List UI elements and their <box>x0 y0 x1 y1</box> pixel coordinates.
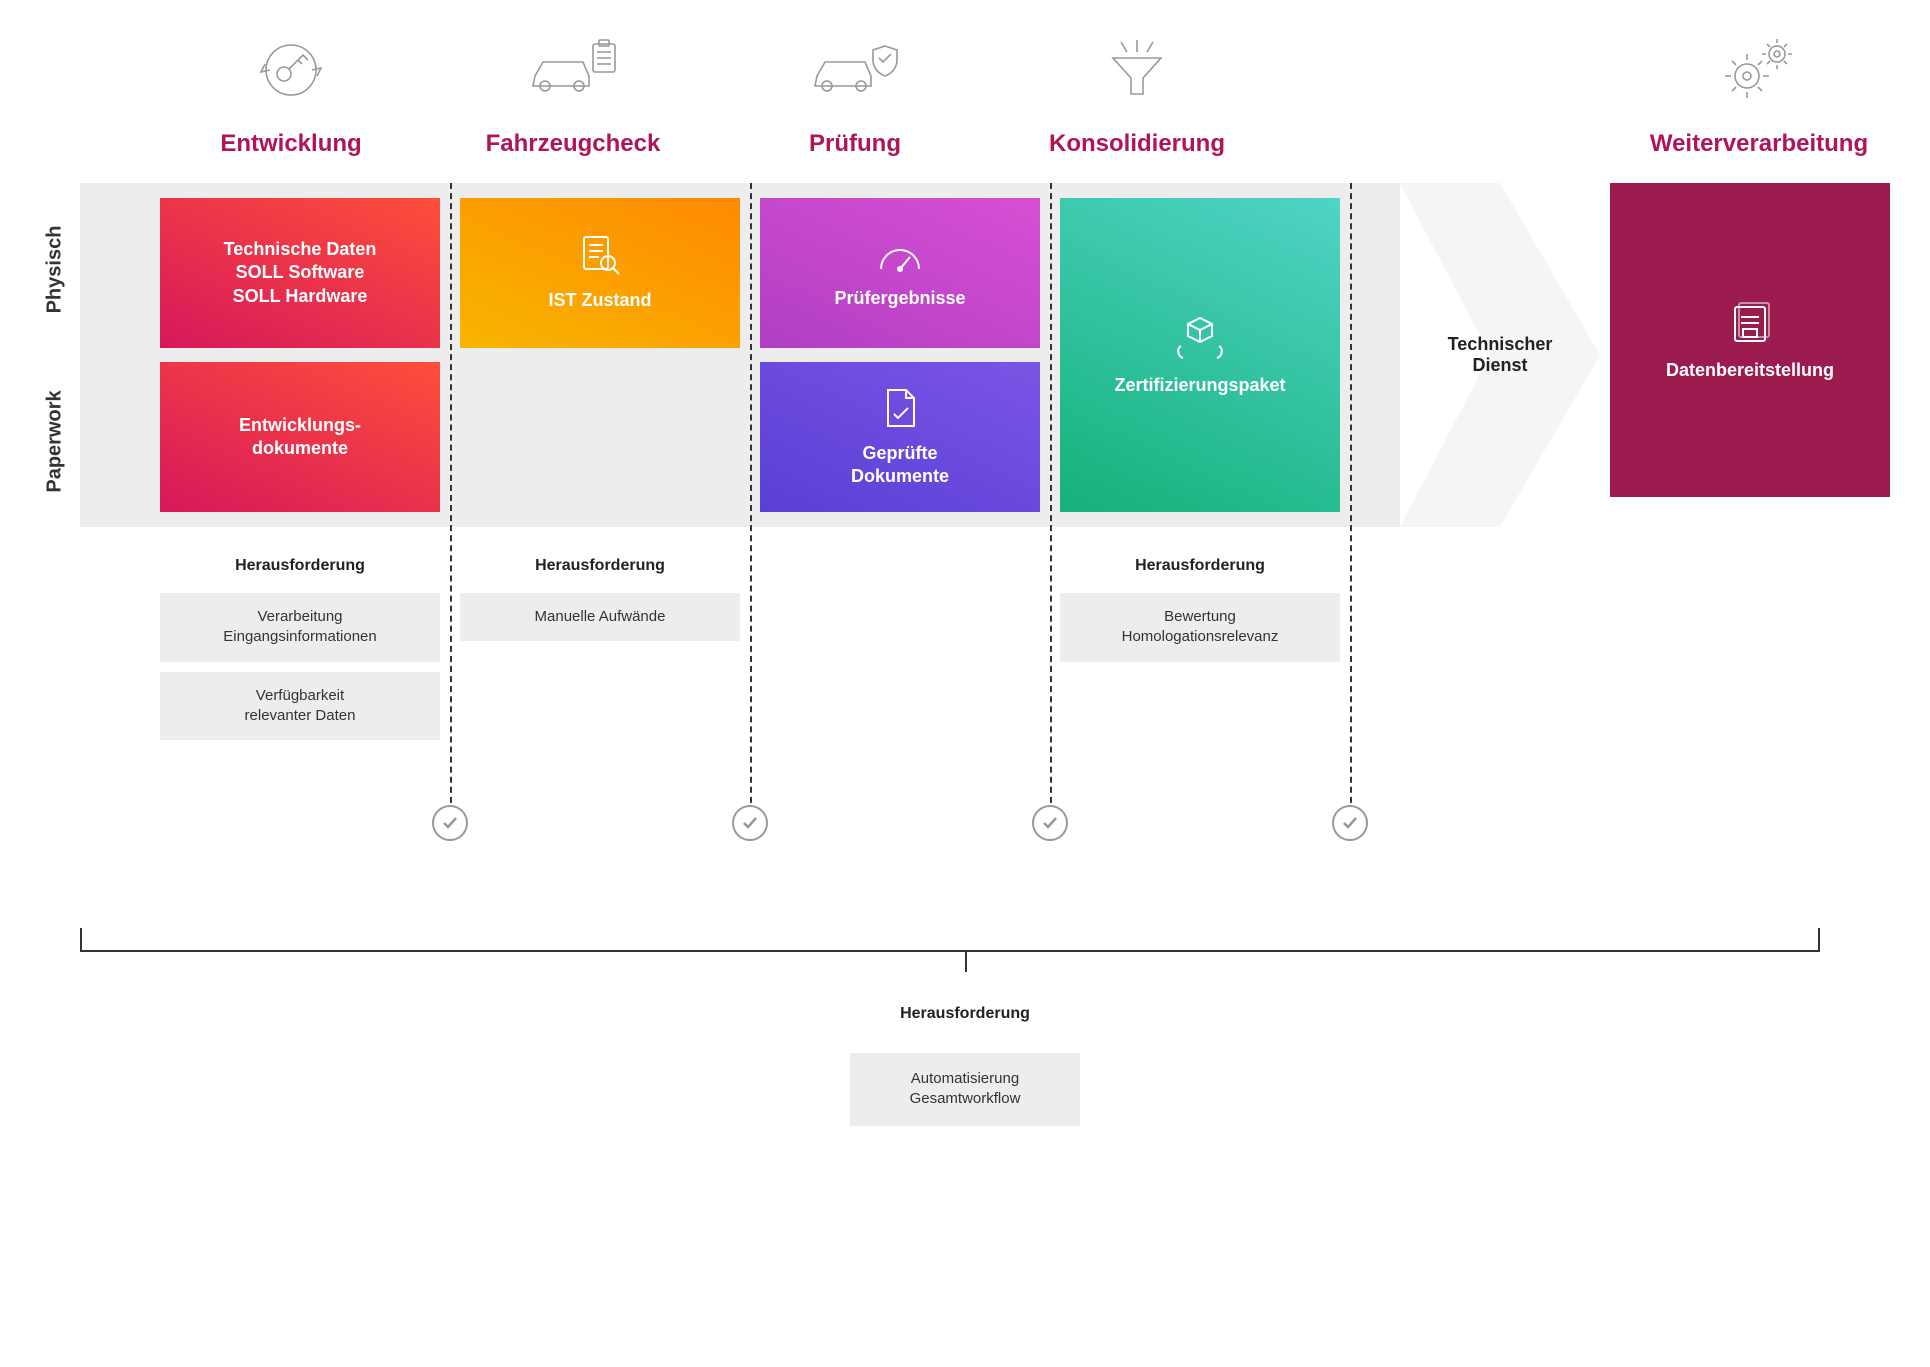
challenge-heading-fzc: Herausforderung <box>460 557 740 575</box>
tile-ent-physisch: Technische Daten SOLL Software SOLL Hard… <box>160 198 440 348</box>
tile-ent-paperwork: Entwicklungs- dokumente <box>160 362 440 512</box>
tile-prf-top-text: Prüfergebnisse <box>834 287 965 310</box>
check-circle-row <box>30 810 1900 860</box>
col-entwicklung: Technische Daten SOLL Software SOLL Hard… <box>150 198 450 512</box>
tile-prf-paperwork: Geprüfte Dokumente <box>760 362 1040 512</box>
package-hands-icon <box>1173 312 1227 362</box>
tile-ent-line2: SOLL Software <box>236 261 365 284</box>
dashed-divider <box>1050 183 1052 823</box>
check-circle <box>432 805 468 841</box>
check-circle <box>732 805 768 841</box>
challenge-col-prf-empty <box>750 527 1050 750</box>
tile-ent-line3: SOLL Hardware <box>233 285 368 308</box>
icon-konsolidierung <box>996 30 1278 110</box>
tile-prf-physisch: Prüfergebnisse <box>760 198 1040 348</box>
car-checklist-icon <box>523 34 623 106</box>
challenge-heading-ent: Herausforderung <box>160 557 440 575</box>
gauge-icon <box>875 235 925 275</box>
data-stack-icon <box>1725 297 1775 347</box>
col-weiterverarbeitung: Datenbereitstellung <box>1600 183 1900 527</box>
doc-check-icon <box>880 386 920 430</box>
check-circle <box>1332 805 1368 841</box>
tile-final-text: Datenbereitstellung <box>1666 359 1834 382</box>
dashed-divider <box>750 183 752 823</box>
gears-icon <box>1717 34 1801 106</box>
process-diagram: Entwicklung Fahrzeugcheck Prüfung Konsol… <box>30 30 1900 1126</box>
arrow-technischer-dienst: Technischer Dienst <box>1400 183 1600 527</box>
heading-entwicklung: Entwicklung <box>150 130 432 158</box>
heading-row: Entwicklung Fahrzeugcheck Prüfung Konsol… <box>30 130 1900 158</box>
overall-challenge-heading: Herausforderung <box>30 1005 1900 1023</box>
y-label-paperwork: Paperwork <box>30 355 80 527</box>
tile-final-datenbereitstellung: Datenbereitstellung <box>1610 183 1890 497</box>
challenge-fzc-1: Manuelle Aufwände <box>460 593 740 641</box>
heading-weiterverarbeitung: Weiterverarbeitung <box>1618 130 1900 158</box>
challenges-row: Herausforderung Verarbeitung Eingangsinf… <box>30 527 1900 750</box>
tile-kon-zertifizierungspaket: Zertifizierungspaket <box>1060 198 1340 512</box>
heading-pruefung: Prüfung <box>714 130 996 158</box>
y-label-paperwork-text: Paperwork <box>44 390 67 492</box>
col-konsolidierung: Zertifizierungspaket <box>1050 198 1350 512</box>
icon-fahrzeugcheck <box>432 30 714 110</box>
tile-ent-bot-text: Entwicklungs- dokumente <box>239 414 361 461</box>
overall-challenge-block: Herausforderung Automatisierung Gesamtwo… <box>30 1005 1900 1126</box>
check-circle <box>1032 805 1068 841</box>
tile-ent-line1: Technische Daten <box>224 238 377 261</box>
dashed-divider <box>450 183 452 823</box>
dashed-divider <box>1350 183 1352 823</box>
arrow-label: Technischer Dienst <box>1448 334 1553 376</box>
icon-entwicklung <box>150 30 432 110</box>
overall-challenge-text: Automatisierung Gesamtworkflow <box>850 1053 1081 1126</box>
tile-kon-text: Zertifizierungspaket <box>1114 374 1285 397</box>
tile-prf-bot-text: Geprüfte Dokumente <box>851 442 949 489</box>
tile-fzc-physisch: IST Zustand <box>460 198 740 348</box>
challenge-kon-1: Bewertung Homologationsrelevanz <box>1060 593 1340 662</box>
y-axis-labels: Physisch Paperwork <box>30 183 80 527</box>
challenge-heading-kon: Herausforderung <box>1060 557 1340 575</box>
y-label-physisch-text: Physisch <box>44 225 67 313</box>
key-cycle-icon <box>251 34 331 106</box>
challenge-col-kon: Herausforderung Bewertung Homologationsr… <box>1050 527 1350 750</box>
main-band-wrapper: Physisch Paperwork Technische Daten SOLL… <box>30 183 1900 527</box>
overall-bracket <box>30 950 1900 980</box>
icon-pruefung <box>714 30 996 110</box>
funnel-icon <box>1101 34 1173 106</box>
col-fahrzeugcheck: IST Zustand <box>450 198 750 512</box>
icon-row <box>30 30 1900 110</box>
checklist-search-icon <box>578 233 622 277</box>
swimlane-band: Technische Daten SOLL Software SOLL Hard… <box>80 183 1400 527</box>
challenge-ent-2: Verfügbarkeit relevanter Daten <box>160 672 440 741</box>
icon-weiterverarbeitung <box>1618 30 1900 110</box>
heading-fahrzeugcheck: Fahrzeugcheck <box>432 130 714 158</box>
challenge-col-fzc: Herausforderung Manuelle Aufwände <box>450 527 750 750</box>
heading-konsolidierung: Konsolidierung <box>996 130 1278 158</box>
challenge-col-ent: Herausforderung Verarbeitung Eingangsinf… <box>150 527 450 750</box>
tile-fzc-text: IST Zustand <box>549 289 652 312</box>
challenge-ent-1: Verarbeitung Eingangsinformationen <box>160 593 440 662</box>
col-pruefung: Prüfergebnisse Geprüfte Dokumente <box>750 198 1050 512</box>
car-shield-icon <box>805 34 905 106</box>
y-label-physisch: Physisch <box>30 183 80 355</box>
